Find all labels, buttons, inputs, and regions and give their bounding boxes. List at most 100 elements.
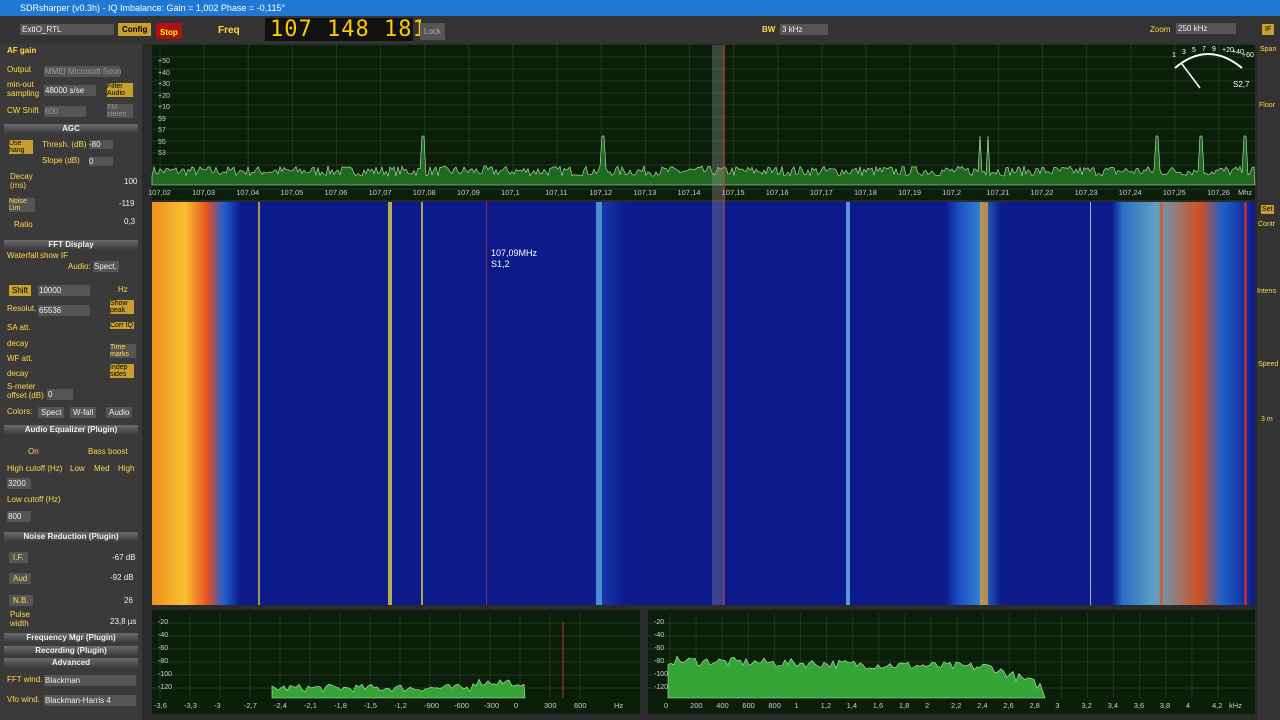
hz-label: Hz — [118, 285, 128, 294]
audio-label-label: Audio: — [68, 262, 91, 271]
nr-header[interactable]: Noise Reduction (Plugin) — [4, 532, 138, 542]
recording-header[interactable]: Recording (Plugin) — [4, 646, 138, 656]
freq-label: Freq — [218, 25, 240, 36]
bw-label: BW — [762, 25, 776, 34]
low-cutoff-value-field[interactable]: 800 — [7, 511, 31, 522]
fft-display-header[interactable]: FFT Display — [4, 240, 138, 250]
pulse-value-value: 23,8 µs — [110, 617, 137, 626]
stop-button[interactable]: Stop — [156, 23, 182, 39]
filter-audio-button[interactable]: Filter Audio — [107, 83, 133, 97]
source-select[interactable]: ExtIO_RTL — [20, 24, 114, 35]
meter-scale-label: +20 — [1222, 47, 1234, 55]
sampling-label-label: min-out sampling — [7, 80, 40, 98]
noise-lim-value-value: -119 — [119, 199, 135, 208]
audio-field[interactable]: Spect. — [93, 261, 119, 272]
thresh-field[interactable]: -80 — [89, 140, 113, 149]
sampling-field[interactable]: 48000 s/se — [44, 85, 96, 96]
x-label: 2,6 — [1003, 701, 1014, 710]
spectrum-y-label: 53 — [158, 150, 166, 157]
slope-field[interactable]: 0 — [89, 157, 113, 166]
if-button[interactable]: I.F. — [9, 552, 28, 563]
x-label: 2,4 — [977, 701, 988, 710]
spectrum-x-label: 107,25 — [1162, 188, 1186, 197]
vfo-wind-label: Vfo wind. — [7, 695, 40, 704]
set-control[interactable]: Set — [1261, 205, 1274, 214]
fft-wind-value-field[interactable]: Blackman — [44, 675, 136, 686]
x-label: 3,6 — [1133, 701, 1145, 710]
shift-button[interactable]: Shift — [9, 285, 32, 296]
spectrum-x-label: 107,03 — [192, 188, 216, 197]
speed-control: Speed — [1258, 361, 1279, 368]
spectrum-x-label: 107,1 — [501, 188, 520, 197]
nb-value-value: 26 — [124, 596, 133, 605]
config-button[interactable]: Config — [118, 23, 152, 36]
audio-btn-button[interactable]: Audio — [106, 407, 133, 418]
spectrum-x-label: 107,26 — [1207, 188, 1230, 197]
spectrum-x-label: 107,2 — [942, 188, 962, 197]
x-label: 2,8 — [1029, 701, 1040, 710]
nb-button[interactable]: N.B. — [9, 595, 33, 606]
eq-header[interactable]: Audio Equalizer (Plugin) — [4, 425, 138, 435]
waterfall-signal — [1160, 202, 1163, 605]
freq-mgr-header[interactable]: Frequency Mgr (Plugin) — [4, 633, 138, 643]
y-label: -20 — [158, 619, 169, 626]
resol-value-field[interactable]: 65536 — [38, 305, 90, 316]
if-control[interactable]: IF — [1262, 24, 1275, 35]
decay-label-label: Decay (ms) — [10, 172, 33, 190]
x-label: 4 — [1185, 701, 1191, 710]
cw-value-field[interactable]: 600 — [44, 106, 86, 117]
time-marks-button[interactable]: Time marks — [110, 344, 136, 358]
show-peak-button[interactable]: Show peak — [110, 300, 134, 314]
agc-header[interactable]: AGC — [4, 124, 138, 134]
marker-level: S1,2 — [491, 259, 510, 269]
spect-button[interactable]: Spect — [38, 407, 65, 418]
resol-label: Resolut. — [7, 304, 37, 313]
bw-select[interactable]: 3 kHz — [780, 24, 828, 35]
frequency: 107 148 181 — [270, 17, 427, 42]
waterfall-label: Waterfall — [7, 251, 39, 260]
x-label: 4,2 — [1212, 701, 1223, 710]
x-label: -3,6 — [154, 701, 167, 710]
spectrum-x-label: 107,14 — [677, 188, 701, 197]
corr-iq-button[interactable]: Corr IQ — [110, 322, 134, 329]
x-label: 3,8 — [1159, 701, 1171, 710]
x-label: 800 — [768, 701, 781, 710]
x-label: -600 — [454, 701, 470, 710]
y-label: -100 — [158, 671, 173, 678]
y-label: -60 — [158, 645, 169, 652]
x-label: 3 — [1055, 701, 1060, 710]
output-field[interactable]: MMEI Microsoft Soun — [44, 66, 122, 77]
waterfall-signal — [596, 202, 602, 605]
x-label: 0 — [514, 701, 519, 710]
shift-value-field[interactable]: 10000 — [38, 285, 90, 296]
vfo-wind-value-field[interactable]: Blackman-Harris 4 — [44, 695, 136, 706]
spectrum-x-label: 107,11 — [545, 188, 568, 197]
high-label: High — [118, 464, 135, 473]
x-label: 3,4 — [1107, 701, 1119, 710]
spectrum-x-label: 107,13 — [633, 188, 657, 197]
spectrum-y-label: +10 — [158, 104, 170, 111]
y-label: -60 — [654, 645, 665, 652]
x-label: -3 — [214, 701, 221, 710]
span-control: Span — [1260, 46, 1277, 53]
lock-button[interactable]: Lock — [420, 23, 445, 40]
use-hang-button[interactable]: Use hang — [9, 140, 33, 154]
zoom-select[interactable]: 250 kHz — [1176, 23, 1236, 34]
speed-value-control: 3 m — [1261, 416, 1273, 423]
indep-sides-button[interactable]: Indep sides — [110, 364, 134, 378]
spectrum-x-unit: Mhz — [1238, 188, 1253, 197]
spectrum-trace — [271, 678, 526, 699]
noise-lim-button[interactable]: Noise Lim — [9, 198, 35, 212]
high-cutoff-value-field[interactable]: 3200 — [7, 478, 31, 489]
advanced-header[interactable]: Advanced — [4, 658, 138, 668]
fm-stereo-button[interactable]: FM stereo — [107, 104, 133, 118]
spectrum-y-label: 57 — [158, 127, 166, 134]
wfall-button[interactable]: W-fall — [70, 407, 97, 418]
spectrum-x-label: 107,07 — [368, 188, 392, 197]
x-label: 2,2 — [951, 701, 962, 710]
spectrum-x-label: 107,17 — [809, 188, 833, 197]
smeter-value-field[interactable]: 0 — [47, 389, 73, 400]
aud-button[interactable]: Aud — [9, 573, 32, 584]
